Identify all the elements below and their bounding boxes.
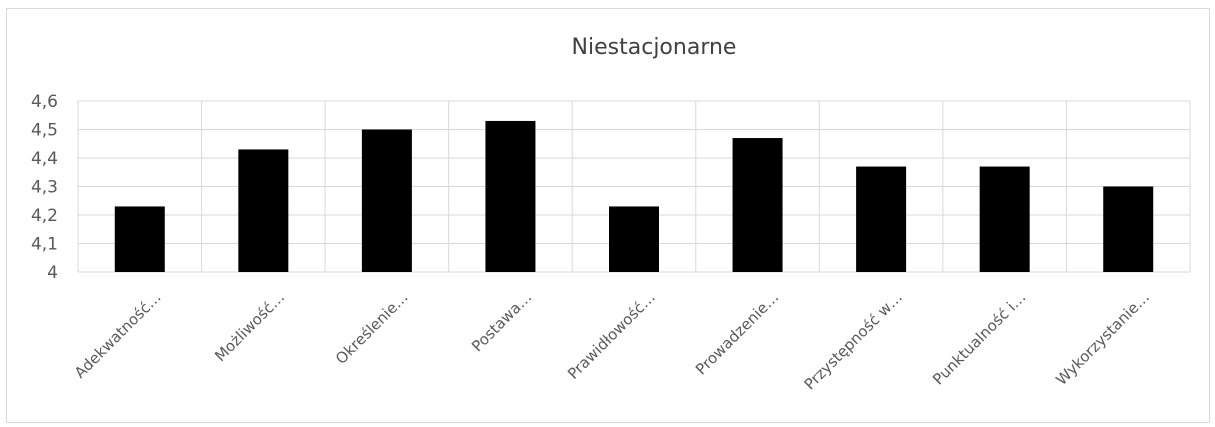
bar (1103, 186, 1154, 272)
bar (732, 138, 783, 272)
y-tick-label: 4,3 (31, 178, 58, 198)
x-tick-label: Określenie… (332, 288, 412, 368)
y-tick-label: 4,5 (31, 121, 58, 141)
bar (361, 129, 412, 272)
y-tick-label: 4,1 (31, 235, 58, 255)
bar (979, 166, 1030, 272)
x-tick-label: Adekwatność… (71, 288, 165, 382)
x-tick-label: Wykorzystanie… (1052, 288, 1153, 389)
bar (609, 206, 659, 272)
y-tick-label: 4,4 (31, 149, 58, 169)
x-tick-label: Prawidłowość… (564, 288, 659, 383)
x-tick-label: Punktualność i… (929, 288, 1029, 388)
y-tick-label: 4 (47, 263, 58, 283)
bar (485, 120, 536, 272)
chart-title: Niestacjonarne (572, 35, 737, 60)
bar (114, 206, 165, 272)
y-tick-label: 4,2 (31, 206, 58, 226)
x-tick-label: Prowadzenie… (692, 288, 782, 378)
y-tick-label: 4,6 (31, 92, 58, 112)
x-tick-label: Postawa… (468, 288, 535, 355)
x-tick-label: Przystępność w… (801, 288, 906, 393)
x-tick-label: Możliwość… (211, 288, 288, 365)
bar (856, 166, 907, 272)
bar (238, 149, 289, 272)
